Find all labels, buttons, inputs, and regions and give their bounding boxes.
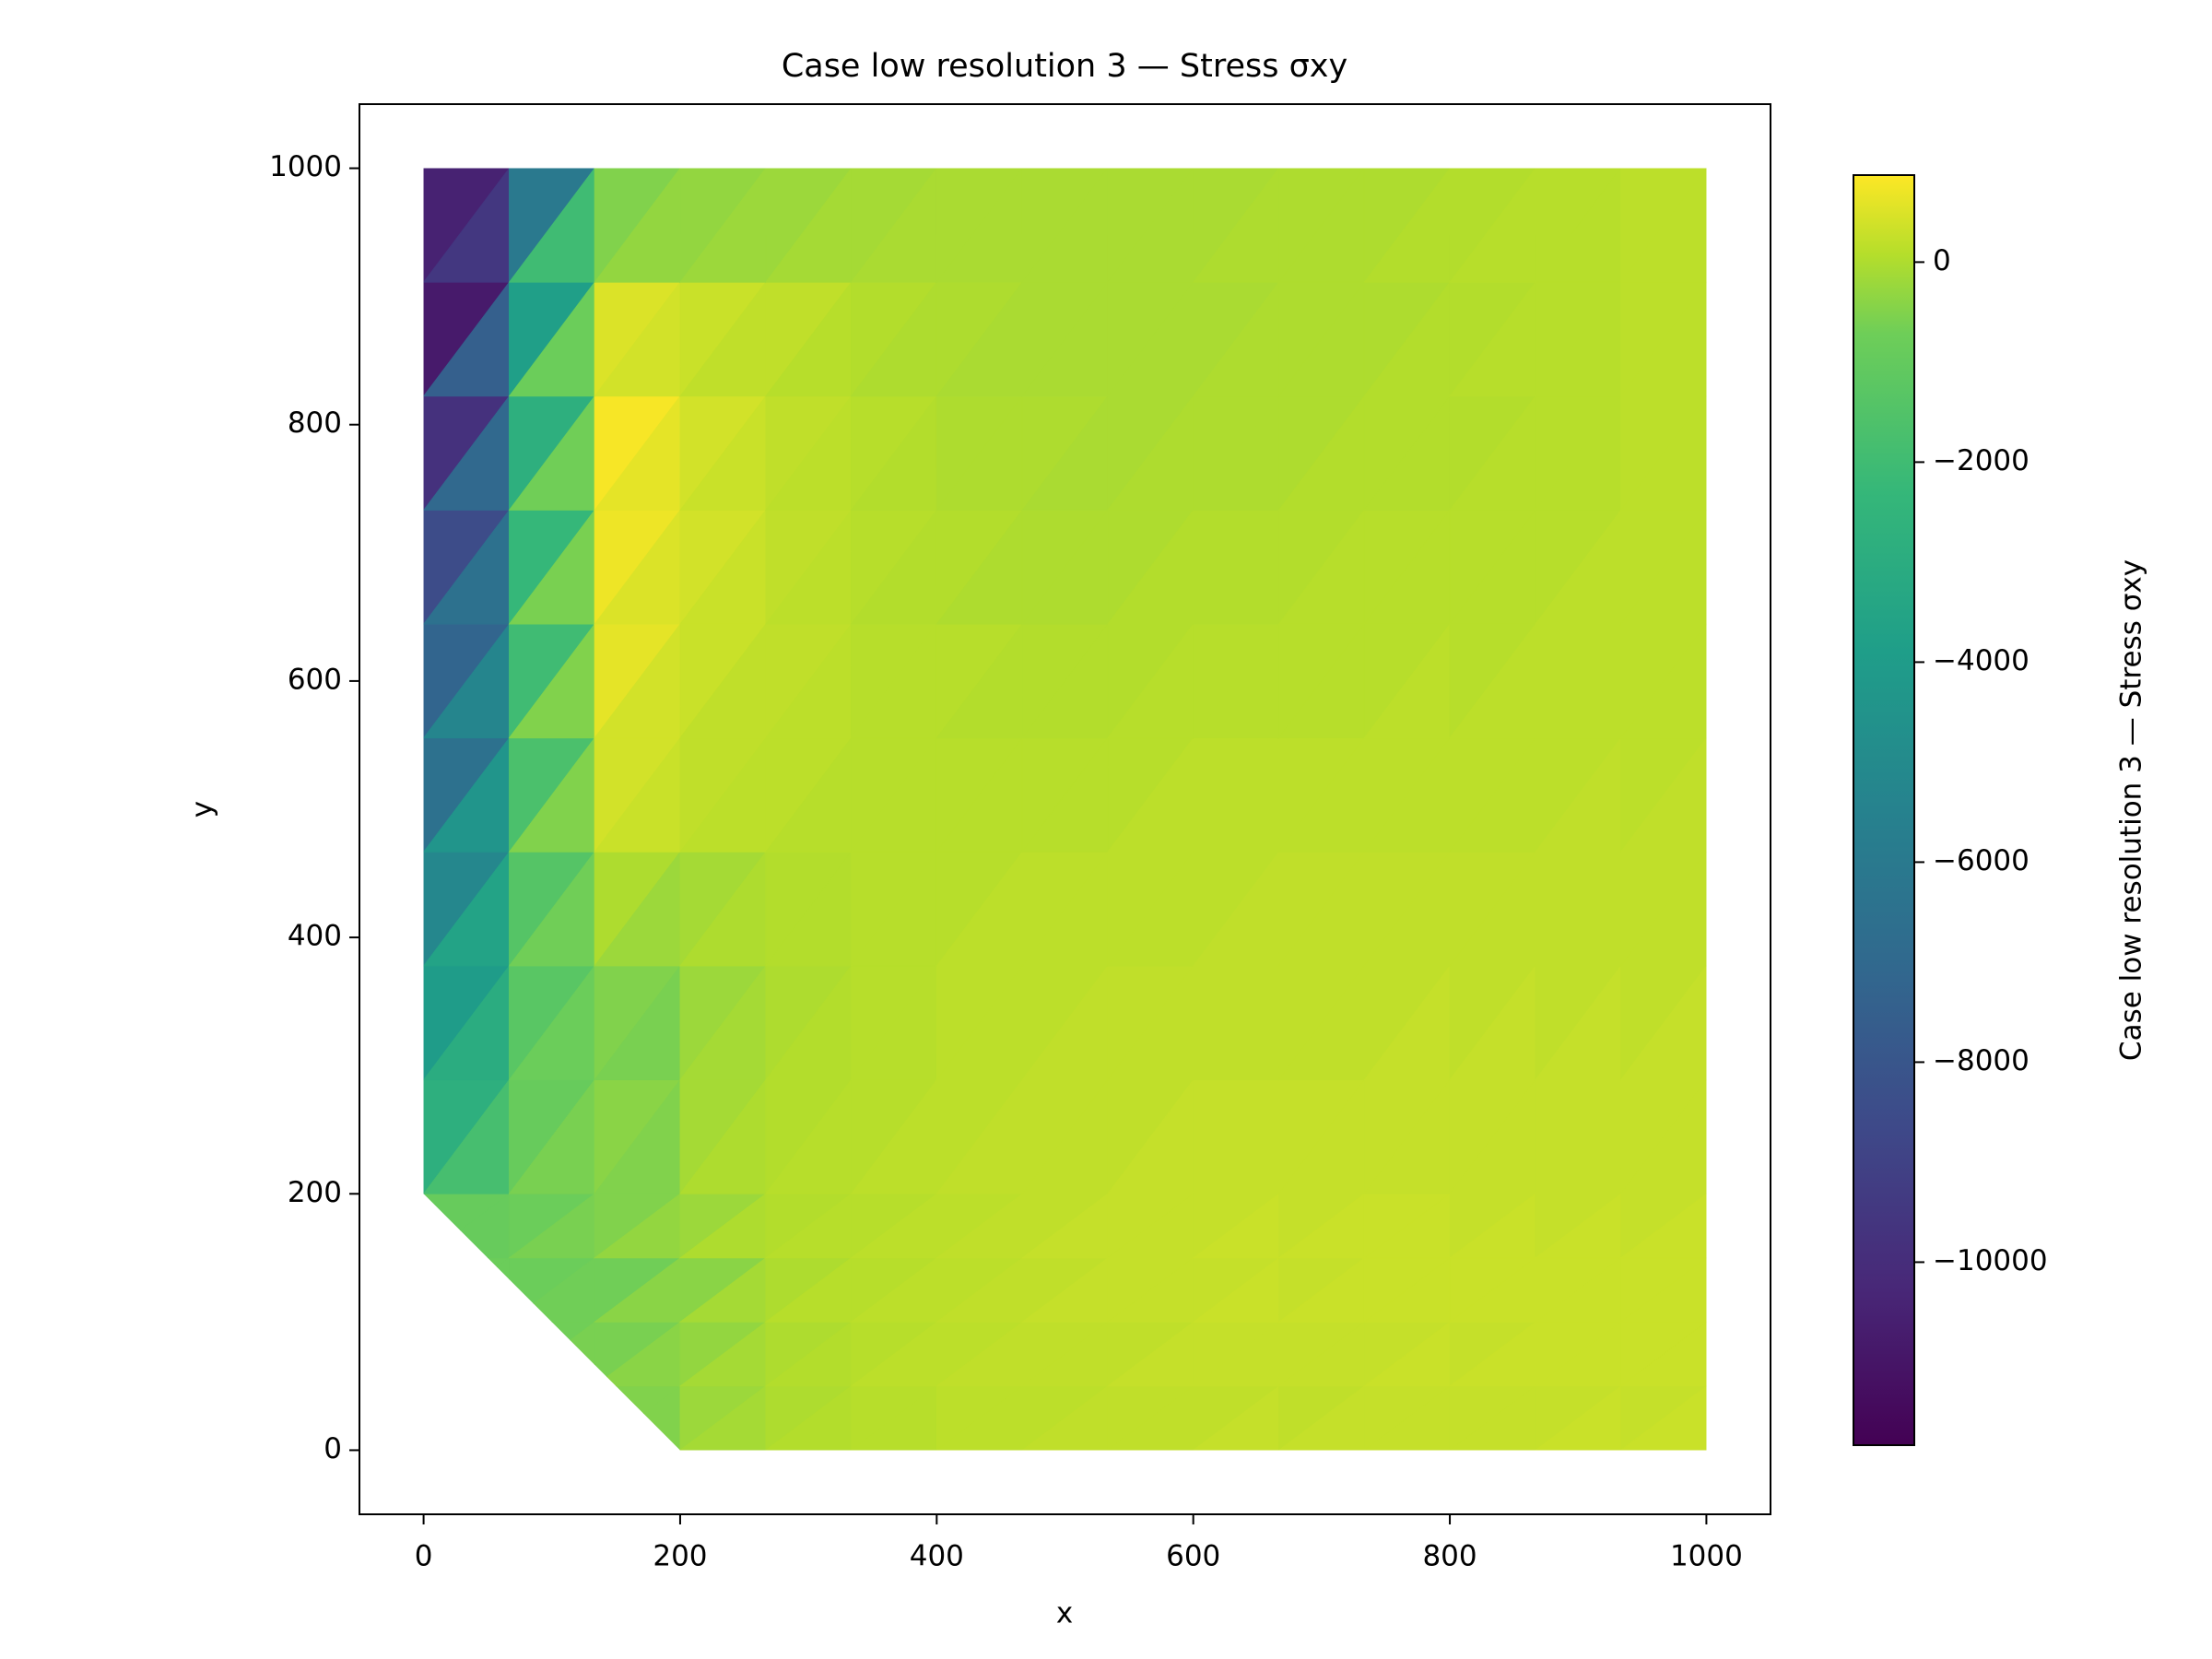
mesh-triangle bbox=[1619, 736, 1707, 853]
colorbar-tick-label: 0 bbox=[1933, 244, 1951, 277]
mesh-triangle bbox=[1619, 1078, 1707, 1194]
mesh-triangle bbox=[1619, 851, 1707, 967]
x-tick-label: 200 bbox=[653, 1540, 707, 1573]
x-tick-label: 0 bbox=[415, 1540, 433, 1573]
colorbar-tick-label: −2000 bbox=[1933, 444, 2030, 477]
mesh-triangle bbox=[508, 1321, 595, 1387]
colorbar-tick-label: −8000 bbox=[1933, 1044, 2030, 1077]
mesh-triangle bbox=[1619, 280, 1707, 397]
mesh-triangle bbox=[508, 1385, 595, 1451]
y-tick-label: 400 bbox=[288, 920, 342, 953]
mesh-triangle bbox=[1619, 1257, 1707, 1323]
colorbar-tick-label: −6000 bbox=[1933, 844, 2030, 877]
mesh-triangle bbox=[423, 1321, 511, 1387]
y-tick-label: 800 bbox=[288, 406, 342, 440]
colorbar-label: Case low resolution 3 — Stress σxy bbox=[2115, 559, 2148, 1061]
mesh-triangle bbox=[1619, 622, 1707, 739]
mesh-triangle bbox=[1619, 509, 1707, 625]
mesh-triangle bbox=[423, 1385, 511, 1451]
axes-frame bbox=[359, 103, 1771, 1515]
mesh-triangle bbox=[1619, 1321, 1707, 1387]
x-tick-label: 800 bbox=[1422, 1540, 1477, 1573]
colorbar-tick-label: −4000 bbox=[1933, 644, 2030, 677]
x-tick-label: 400 bbox=[910, 1540, 964, 1573]
y-tick-label: 0 bbox=[324, 1432, 342, 1465]
colorbar bbox=[1853, 174, 1915, 1446]
y-tick-label: 200 bbox=[288, 1176, 342, 1209]
mesh-triangle bbox=[1619, 394, 1707, 511]
mesh-triangle bbox=[1619, 964, 1707, 1081]
x-axis-label: x bbox=[1056, 1597, 1073, 1630]
mesh-triangle bbox=[1619, 168, 1707, 283]
mesh-triangle bbox=[1619, 1385, 1707, 1451]
mesh-triangle bbox=[423, 1321, 510, 1387]
mesh-triangle bbox=[1619, 1193, 1707, 1259]
y-axis-label: y bbox=[186, 801, 219, 818]
mesh bbox=[423, 168, 1707, 1451]
chart-title: Case low resolution 3 — Stress σxy bbox=[782, 48, 1347, 85]
mesh-triangle bbox=[509, 1385, 596, 1451]
colorbar-tick-label: −10000 bbox=[1933, 1244, 2048, 1277]
mesh-triangle bbox=[423, 1257, 510, 1323]
mesh-triangle bbox=[423, 1385, 510, 1451]
y-tick-label: 600 bbox=[288, 663, 342, 696]
x-tick-label: 600 bbox=[1166, 1540, 1220, 1573]
y-tick-label: 1000 bbox=[269, 150, 342, 183]
x-tick-label: 1000 bbox=[1670, 1540, 1743, 1573]
mesh-triangle bbox=[423, 1257, 511, 1324]
